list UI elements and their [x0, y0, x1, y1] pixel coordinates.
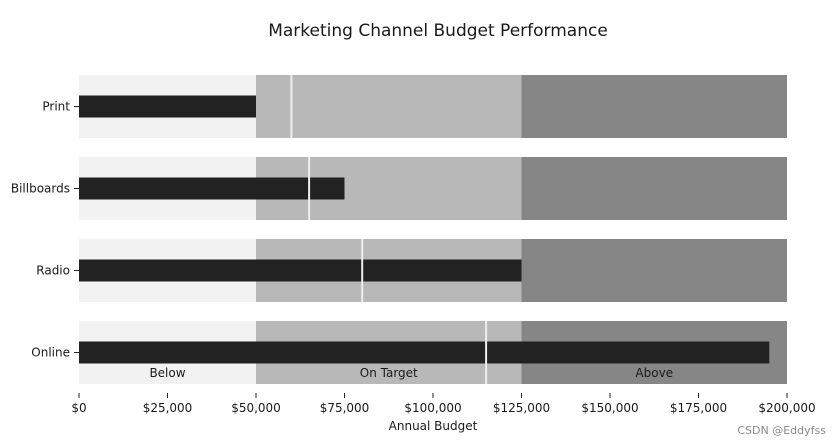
x-axis: $0 $25,000 $50,000 $75,000 $100,000 $125,000 $… — [71, 393, 816, 415]
category-label: Print — [42, 100, 70, 114]
x-tick-label: $125,000 — [493, 401, 550, 415]
panels: Print Billboards Radio Online Below On Target… — [11, 75, 787, 384]
range-above — [521, 239, 787, 302]
x-tick-label: $100,000 — [404, 401, 461, 415]
category-label: Billboards — [11, 182, 70, 196]
range-above — [521, 157, 787, 220]
x-tick-label: $0 — [71, 401, 86, 415]
x-tick-label: $50,000 — [231, 401, 281, 415]
x-tick-label: $175,000 — [670, 401, 727, 415]
x-tick-label: $150,000 — [581, 401, 638, 415]
value-bar — [79, 95, 256, 118]
panel-print: Print — [42, 75, 787, 138]
watermark: CSDN @Eddyfss — [737, 424, 826, 437]
category-label: Online — [31, 346, 70, 360]
range-on-target — [256, 75, 522, 138]
value-bar — [79, 177, 345, 200]
chart-title: Marketing Channel Budget Performance — [268, 21, 608, 41]
value-bar — [79, 341, 770, 364]
category-label: Radio — [36, 264, 70, 278]
range-label: On Target — [360, 366, 418, 380]
range-label: Above — [635, 366, 673, 380]
panel-radio: Radio — [36, 239, 787, 302]
x-tick-label: $25,000 — [143, 401, 193, 415]
panel-billboards: Billboards — [11, 157, 787, 220]
x-axis-label: Annual Budget — [389, 419, 478, 433]
x-tick-label: $200,000 — [758, 401, 815, 415]
value-bar — [79, 259, 522, 282]
range-above — [521, 75, 787, 138]
range-label: Below — [149, 366, 185, 380]
panel-online: Online Below On Target Above — [31, 321, 787, 384]
x-tick-label: $75,000 — [320, 401, 370, 415]
